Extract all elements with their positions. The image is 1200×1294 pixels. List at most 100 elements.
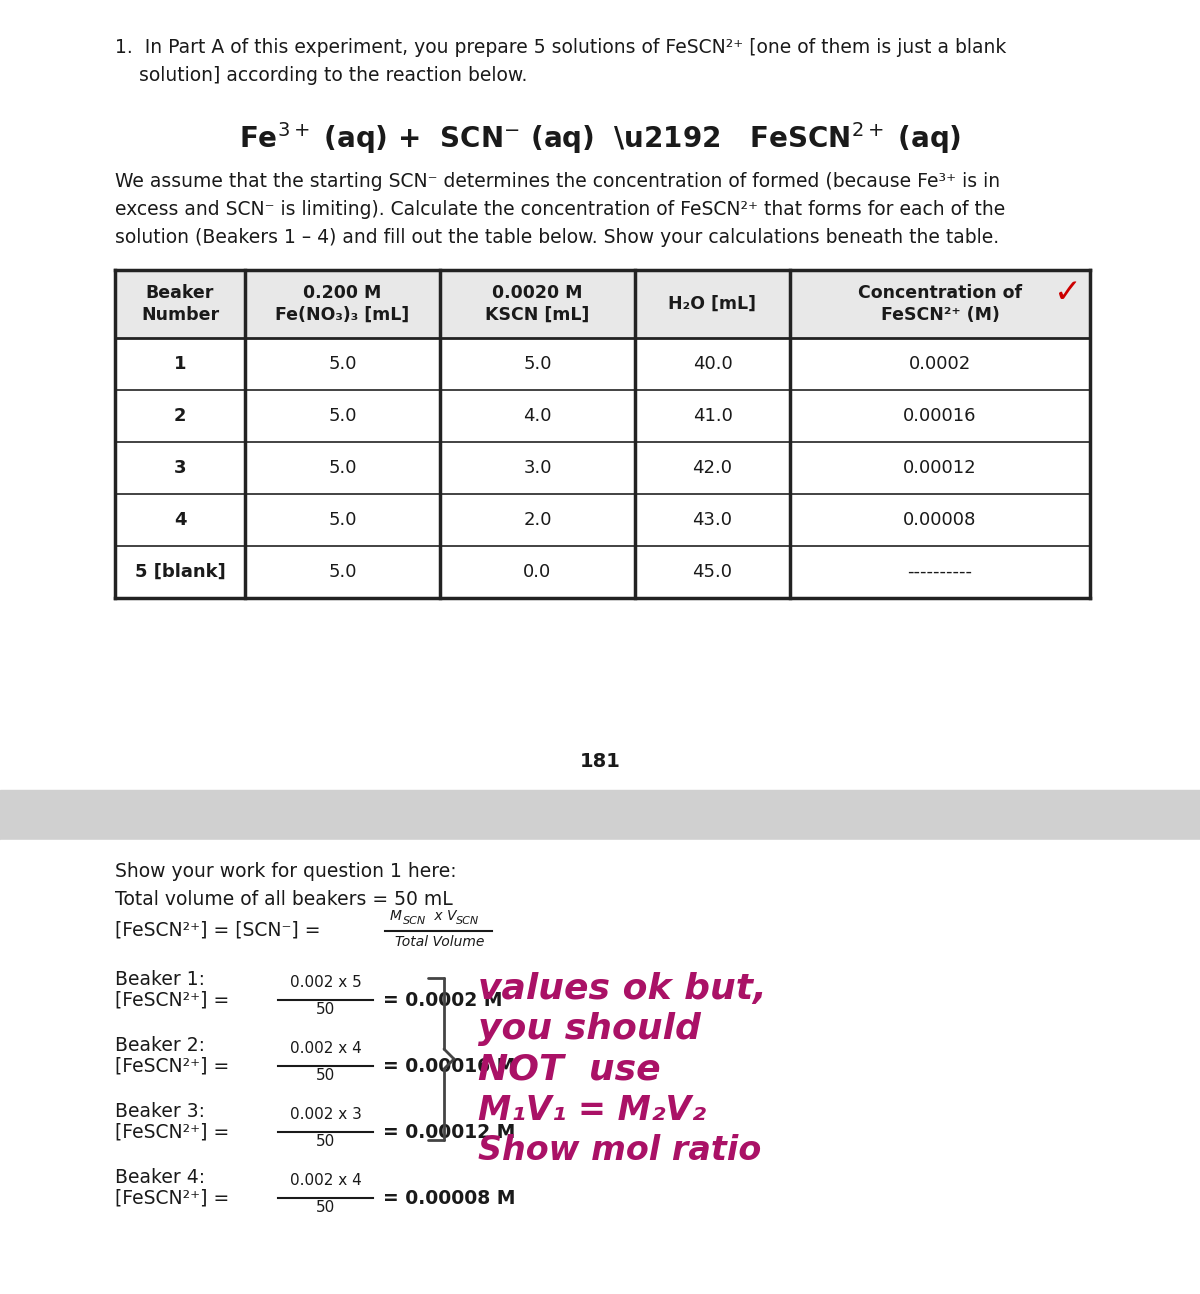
Text: Concentration of: Concentration of (858, 283, 1022, 302)
Text: 3: 3 (174, 459, 186, 477)
Bar (790, 338, 1090, 389)
Text: Total volume of all beakers = 50 mL: Total volume of all beakers = 50 mL (115, 890, 452, 908)
Text: 41.0: 41.0 (692, 408, 732, 424)
Bar (635, 270, 790, 338)
Bar (790, 494, 1090, 546)
Bar (440, 494, 635, 546)
Bar (245, 546, 440, 598)
Bar (115, 270, 245, 338)
Text: Show mol ratio: Show mol ratio (478, 1134, 761, 1167)
Bar (440, 389, 635, 443)
Bar (635, 494, 790, 546)
Text: Show your work for question 1 here:: Show your work for question 1 here: (115, 862, 457, 881)
Bar (0, 840, 1200, 1294)
Text: values ok but,: values ok but, (478, 972, 767, 1005)
Text: 0.0020 M: 0.0020 M (492, 283, 583, 302)
Bar (245, 443, 440, 494)
Bar (245, 270, 440, 338)
Text: Beaker 1:: Beaker 1: (115, 970, 205, 989)
Text: 0.00012: 0.00012 (904, 459, 977, 477)
Text: = 0.00016 M: = 0.00016 M (383, 1056, 515, 1075)
Text: 3.0: 3.0 (523, 459, 552, 477)
Text: M: M (390, 908, 402, 923)
Text: ----------: ---------- (907, 563, 972, 581)
Text: 40.0: 40.0 (692, 355, 732, 373)
Text: 4.0: 4.0 (523, 408, 552, 424)
Text: 0.002 x 3: 0.002 x 3 (290, 1106, 362, 1122)
Text: [FeSCN²⁺] =: [FeSCN²⁺] = (115, 1056, 229, 1075)
Text: SCN: SCN (456, 916, 479, 927)
Text: 4: 4 (174, 511, 186, 529)
Bar (115, 494, 245, 546)
Text: 5 [blank]: 5 [blank] (134, 563, 226, 581)
Bar (440, 546, 635, 598)
Text: 2.0: 2.0 (523, 511, 552, 529)
Bar (790, 546, 1090, 598)
Bar (790, 443, 1090, 494)
Text: 5.0: 5.0 (329, 355, 356, 373)
Text: 50: 50 (316, 1200, 335, 1215)
Bar (635, 546, 790, 598)
Text: 0.200 M: 0.200 M (304, 283, 382, 302)
Text: [FeSCN²⁺] = [SCN⁻] =: [FeSCN²⁺] = [SCN⁻] = (115, 920, 320, 939)
Text: Beaker 2:: Beaker 2: (115, 1036, 205, 1055)
Bar (440, 338, 635, 389)
Bar (245, 494, 440, 546)
Bar (790, 389, 1090, 443)
Text: Beaker 4:: Beaker 4: (115, 1168, 205, 1187)
Bar (245, 338, 440, 389)
Text: H₂O [mL]: H₂O [mL] (668, 295, 756, 313)
Bar (0, 791, 1200, 840)
Text: = 0.00012 M: = 0.00012 M (383, 1122, 515, 1141)
Text: = 0.00008 M: = 0.00008 M (383, 1188, 516, 1207)
Text: 1: 1 (174, 355, 186, 373)
Text: [FeSCN²⁺] =: [FeSCN²⁺] = (115, 990, 229, 1009)
Text: you should: you should (478, 1012, 701, 1046)
Bar (115, 338, 245, 389)
Text: 5.0: 5.0 (523, 355, 552, 373)
Bar (635, 389, 790, 443)
Bar (635, 338, 790, 389)
Text: 0.00008: 0.00008 (904, 511, 977, 529)
Text: 50: 50 (316, 1002, 335, 1017)
Text: NOT  use: NOT use (478, 1052, 661, 1086)
Bar (440, 443, 635, 494)
Text: 5.0: 5.0 (329, 563, 356, 581)
Text: 0.00016: 0.00016 (904, 408, 977, 424)
Bar (115, 546, 245, 598)
Text: 0.002 x 4: 0.002 x 4 (290, 1040, 361, 1056)
Text: KSCN [mL]: KSCN [mL] (485, 305, 589, 324)
Bar (790, 270, 1090, 338)
Text: We assume that the starting SCN⁻ determines the concentration of formed (because: We assume that the starting SCN⁻ determi… (115, 172, 1006, 247)
Text: 0.0002: 0.0002 (908, 355, 971, 373)
Bar (115, 443, 245, 494)
Text: 1.  In Part A of this experiment, you prepare 5 solutions of FeSCN²⁺ [one of the: 1. In Part A of this experiment, you pre… (115, 38, 1007, 85)
Bar (115, 389, 245, 443)
Text: 45.0: 45.0 (692, 563, 732, 581)
Text: 50: 50 (316, 1134, 335, 1149)
Text: = 0.0002 M: = 0.0002 M (383, 990, 503, 1009)
Text: 43.0: 43.0 (692, 511, 732, 529)
Text: [FeSCN²⁺] =: [FeSCN²⁺] = (115, 1188, 229, 1207)
Text: 0.0: 0.0 (523, 563, 552, 581)
Text: [FeSCN²⁺] =: [FeSCN²⁺] = (115, 1122, 229, 1141)
Text: Fe$^{3+}$ (aq) +  SCN$^{-}$ (aq)  \u2192   FeSCN$^{2+}$ (aq): Fe$^{3+}$ (aq) + SCN$^{-}$ (aq) \u2192 F… (239, 120, 961, 155)
Text: 50: 50 (316, 1068, 335, 1083)
Text: 5.0: 5.0 (329, 511, 356, 529)
Text: ✓: ✓ (1054, 276, 1082, 309)
Text: 5.0: 5.0 (329, 408, 356, 424)
Text: 42.0: 42.0 (692, 459, 732, 477)
Text: SCN: SCN (403, 916, 426, 927)
Text: 2: 2 (174, 408, 186, 424)
Text: M₁V₁ = M₂V₂: M₁V₁ = M₂V₂ (478, 1093, 706, 1127)
Text: 0.002 x 4: 0.002 x 4 (290, 1172, 361, 1188)
Text: Beaker: Beaker (146, 283, 214, 302)
Text: 5.0: 5.0 (329, 459, 356, 477)
Bar (635, 443, 790, 494)
Text: x V: x V (430, 908, 456, 923)
Bar (245, 389, 440, 443)
Text: Total Volume: Total Volume (395, 936, 485, 949)
Bar (0, 0, 1200, 791)
Text: Number: Number (140, 305, 220, 324)
Text: 181: 181 (580, 752, 620, 771)
